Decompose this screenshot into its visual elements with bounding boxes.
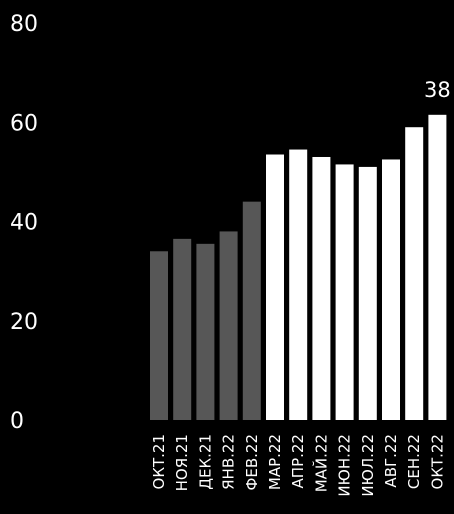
x-tick-label: АПР.22 [289, 434, 307, 488]
x-tick-label: ИЮЛ.22 [359, 434, 377, 497]
data-label: 38 [424, 78, 451, 102]
y-tick-label: 20 [10, 310, 38, 335]
bar [335, 164, 354, 420]
x-tick-label: ИЮН.22 [336, 434, 354, 497]
bar [196, 243, 215, 420]
bar [405, 127, 424, 421]
bar [173, 238, 192, 420]
y-tick-label: 80 [10, 12, 38, 37]
bar [289, 149, 308, 420]
bar [428, 114, 447, 421]
x-tick-label: СЕН.22 [405, 434, 423, 489]
x-tick-label: АВГ.22 [382, 434, 400, 488]
x-tick-label: ДЕК.21 [196, 434, 214, 490]
y-tick-label: 60 [10, 111, 38, 136]
bar [266, 154, 284, 420]
x-tick-label: МАР.22 [266, 434, 284, 490]
bar [219, 231, 238, 420]
x-tick-label: ОКТ.22 [428, 434, 446, 489]
bar [242, 201, 261, 420]
x-axis: ОКТ.21 НОЯ.21 ДЕК.21 ЯНВ.22 ФЕВ.22 МАР.22 АПР.… [150, 434, 446, 497]
bar [312, 156, 331, 421]
data-labels: 38 [424, 78, 451, 102]
bars [150, 114, 447, 421]
bar [382, 159, 400, 420]
y-tick-label: 0 [10, 409, 24, 434]
y-axis: 0 20 40 60 80 [10, 12, 38, 434]
x-tick-label: НОЯ.21 [173, 434, 191, 491]
y-tick-label: 40 [10, 211, 38, 236]
bar [358, 166, 377, 420]
x-tick-label: ФЕВ.22 [243, 434, 261, 491]
x-tick-label: ЯНВ.22 [220, 434, 238, 490]
x-tick-label: МАЙ.22 [311, 434, 330, 492]
bar [150, 251, 168, 420]
x-tick-label: ОКТ.21 [150, 434, 168, 489]
